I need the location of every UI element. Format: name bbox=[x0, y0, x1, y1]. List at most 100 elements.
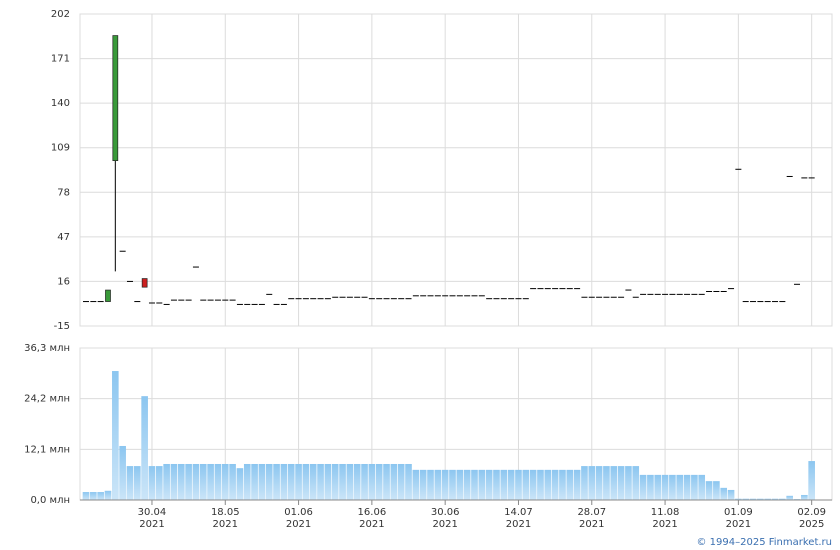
candle-body bbox=[654, 293, 661, 295]
candle-body bbox=[728, 288, 735, 290]
candle-body bbox=[808, 177, 815, 179]
candle-body bbox=[105, 289, 111, 302]
volume-bar-shade bbox=[654, 474, 662, 500]
x-tick-label: 02.09 2025 bbox=[797, 507, 826, 530]
copyright: © 1994–2025 Finmarket.ru bbox=[696, 537, 832, 548]
volume-bar-shade bbox=[104, 490, 112, 500]
candle-body bbox=[156, 302, 163, 304]
candle-body bbox=[757, 301, 764, 303]
volume-bar-shade bbox=[221, 463, 229, 500]
volume-bar-shade bbox=[493, 469, 500, 500]
volume-bar-shade bbox=[412, 469, 420, 500]
volume-bar-shade bbox=[735, 498, 742, 500]
candle-body bbox=[134, 301, 141, 303]
candle-body bbox=[581, 296, 588, 298]
candle-body bbox=[368, 298, 375, 300]
candle-body bbox=[779, 301, 786, 303]
candle-body bbox=[339, 296, 346, 298]
volume-bar-shade bbox=[134, 466, 141, 500]
candle-body bbox=[148, 302, 155, 304]
volume-bar-shade bbox=[119, 445, 126, 500]
volume-bar-shade bbox=[764, 498, 771, 500]
volume-bar-shade bbox=[243, 463, 251, 500]
volume-bar-shade bbox=[639, 474, 647, 500]
volume-bar-shade bbox=[280, 463, 288, 500]
candle-body bbox=[420, 295, 427, 297]
volume-bar-shade bbox=[199, 463, 207, 500]
y-tick-label: 36,3 млн bbox=[24, 343, 70, 354]
candle-body bbox=[178, 299, 185, 301]
volume-bar-shade bbox=[463, 469, 471, 500]
volume-bar-shade bbox=[361, 463, 368, 500]
candle-body bbox=[376, 298, 383, 300]
candle-body bbox=[324, 298, 331, 300]
candle-body bbox=[222, 299, 229, 301]
volume-bar-shade bbox=[478, 469, 486, 500]
volume-bar-shade bbox=[713, 481, 720, 500]
volume-bar-shade bbox=[353, 463, 361, 500]
candle-body bbox=[310, 298, 317, 300]
candle-body bbox=[515, 298, 522, 300]
volume-bar-shade bbox=[434, 469, 442, 500]
candle-body bbox=[698, 293, 705, 295]
volume-bar-shade bbox=[214, 463, 222, 500]
x-tick-label: 16.06 2021 bbox=[358, 507, 387, 530]
volume-bar-shade bbox=[500, 469, 508, 500]
volume-bar-shade bbox=[156, 466, 163, 500]
volume-bar-shade bbox=[317, 463, 324, 500]
candle-body bbox=[720, 290, 727, 292]
volume-bar-shade bbox=[603, 466, 610, 500]
volume-bar-shade bbox=[383, 463, 390, 500]
candle-body bbox=[207, 299, 214, 301]
y-tick-label: -15 bbox=[54, 321, 70, 332]
volume-bar-shade bbox=[786, 495, 793, 500]
volume-bar-shade bbox=[801, 494, 808, 500]
y-tick-label: 202 bbox=[51, 9, 70, 20]
volume-bar-shade bbox=[779, 498, 786, 500]
candle-body bbox=[772, 301, 779, 303]
candle-body bbox=[588, 296, 595, 298]
volume-bar-shade bbox=[551, 469, 559, 500]
volume-bar-shade bbox=[185, 463, 192, 500]
candle-body bbox=[214, 299, 221, 301]
x-tick-label: 30.06 2021 bbox=[431, 507, 460, 530]
candle-body bbox=[742, 301, 749, 303]
y-tick-label: 24,2 млн bbox=[24, 394, 70, 405]
candle-body bbox=[794, 283, 801, 285]
volume-bar-shade bbox=[324, 463, 332, 500]
volume-bar-shade bbox=[368, 463, 376, 500]
y-tick-label: 16 bbox=[57, 276, 70, 287]
volume-bar-shade bbox=[808, 461, 815, 500]
candle-body bbox=[405, 298, 412, 300]
volume-bar-shade bbox=[632, 466, 640, 500]
candle-body bbox=[640, 293, 647, 295]
candle-body bbox=[295, 298, 302, 300]
candle-body bbox=[735, 168, 742, 170]
volume-bar-shade bbox=[251, 463, 258, 500]
candle-body bbox=[163, 303, 170, 305]
candle-body bbox=[596, 296, 603, 298]
candle-body bbox=[383, 298, 390, 300]
volume-bar-shade bbox=[573, 469, 581, 500]
volume-bar-shade bbox=[346, 463, 354, 500]
volume-bar-shade bbox=[177, 463, 185, 500]
volume-bar-shade bbox=[112, 371, 119, 500]
candle-body bbox=[442, 295, 449, 297]
volume-bar-shade bbox=[537, 469, 544, 500]
volume-bar-shade bbox=[771, 498, 779, 500]
candle-body bbox=[544, 288, 551, 290]
volume-bar-shade bbox=[192, 463, 200, 500]
volume-bar-shade bbox=[207, 463, 214, 500]
candle-body bbox=[500, 298, 507, 300]
candle-body bbox=[141, 278, 148, 288]
candle-body bbox=[537, 288, 544, 290]
candle-body bbox=[126, 280, 133, 282]
volume-bar-shade bbox=[471, 469, 478, 500]
candle-body bbox=[669, 293, 676, 295]
volume-bar-shade bbox=[309, 463, 317, 500]
y-tick-label: 109 bbox=[51, 143, 70, 154]
candle-body bbox=[192, 266, 199, 268]
candle-body bbox=[200, 299, 207, 301]
candle-body bbox=[456, 295, 463, 297]
